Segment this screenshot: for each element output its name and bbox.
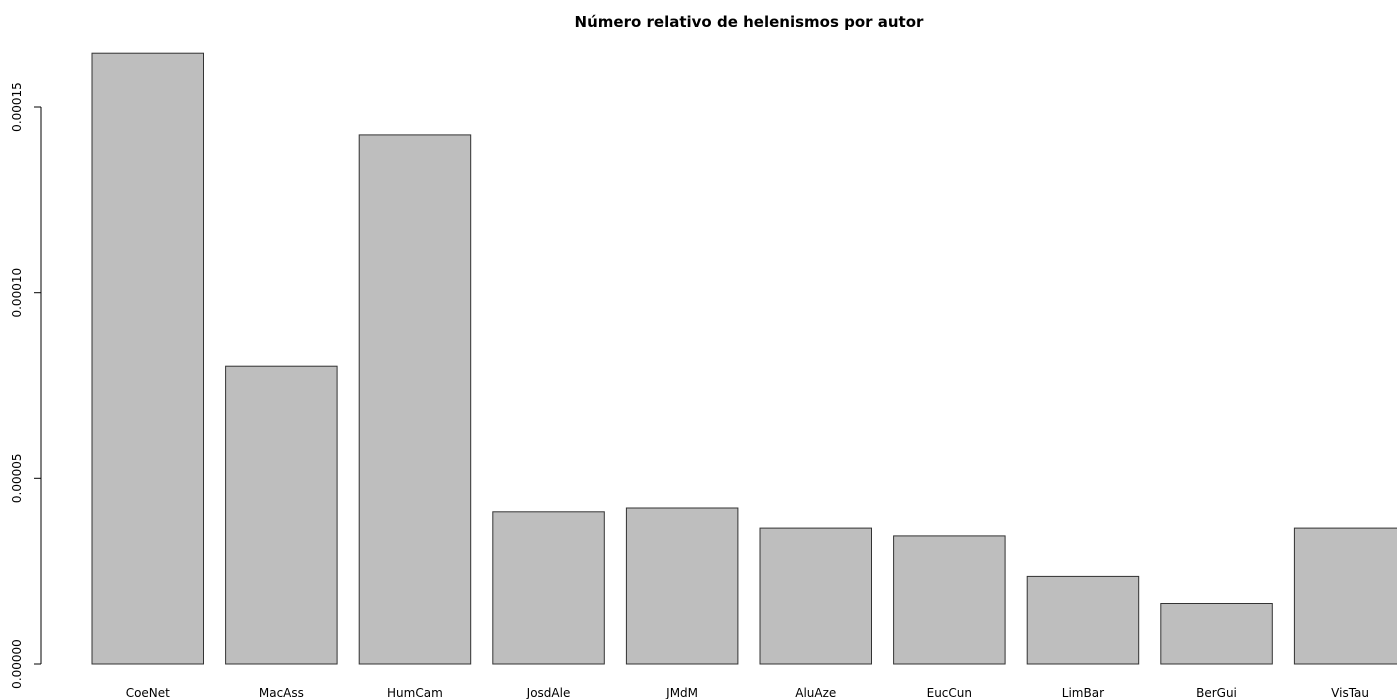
bar-euccun bbox=[893, 535, 1006, 665]
x-tick-label-vistau: VisTau bbox=[1331, 686, 1369, 699]
x-tick-label-bergui: BerGui bbox=[1196, 686, 1237, 699]
bar-vistau bbox=[1293, 527, 1397, 665]
bar-jmdm bbox=[625, 507, 739, 665]
x-tick-label-limbar: LimBar bbox=[1062, 686, 1104, 699]
y-tick-label-3: 0.00015 bbox=[10, 82, 24, 132]
bar-coenet bbox=[91, 52, 204, 665]
bar-limbar bbox=[1026, 575, 1140, 665]
x-tick-label-coenet: CoeNet bbox=[126, 686, 170, 699]
bar-macass bbox=[225, 365, 338, 665]
y-axis: 0.00000 0.00005 0.00010 0.00015 bbox=[10, 82, 42, 689]
bar-bergui bbox=[1160, 603, 1273, 665]
bar-aluaze bbox=[759, 527, 872, 665]
chart-title: Número relativo de helenismos por autor bbox=[575, 13, 924, 31]
x-axis-labels: CoeNet MacAss HumCam JosdAle JMdM AluAze EucCu… bbox=[126, 686, 1369, 699]
y-tick-label-2: 0.00010 bbox=[10, 268, 24, 318]
y-tick-label-1: 0.00005 bbox=[10, 453, 24, 503]
x-tick-label-josdale: JosdAle bbox=[526, 686, 571, 699]
bar-josdale bbox=[492, 511, 605, 665]
x-tick-label-jmdm: JMdM bbox=[665, 686, 698, 699]
x-tick-label-euccun: EucCun bbox=[927, 686, 972, 699]
y-tick-label-0: 0.00000 bbox=[10, 639, 24, 689]
x-tick-label-humcam: HumCam bbox=[387, 686, 443, 699]
bars-group bbox=[91, 52, 1397, 665]
bar-humcam bbox=[358, 134, 472, 665]
x-tick-label-aluaze: AluAze bbox=[795, 686, 836, 699]
x-tick-label-macass: MacAss bbox=[259, 686, 304, 699]
